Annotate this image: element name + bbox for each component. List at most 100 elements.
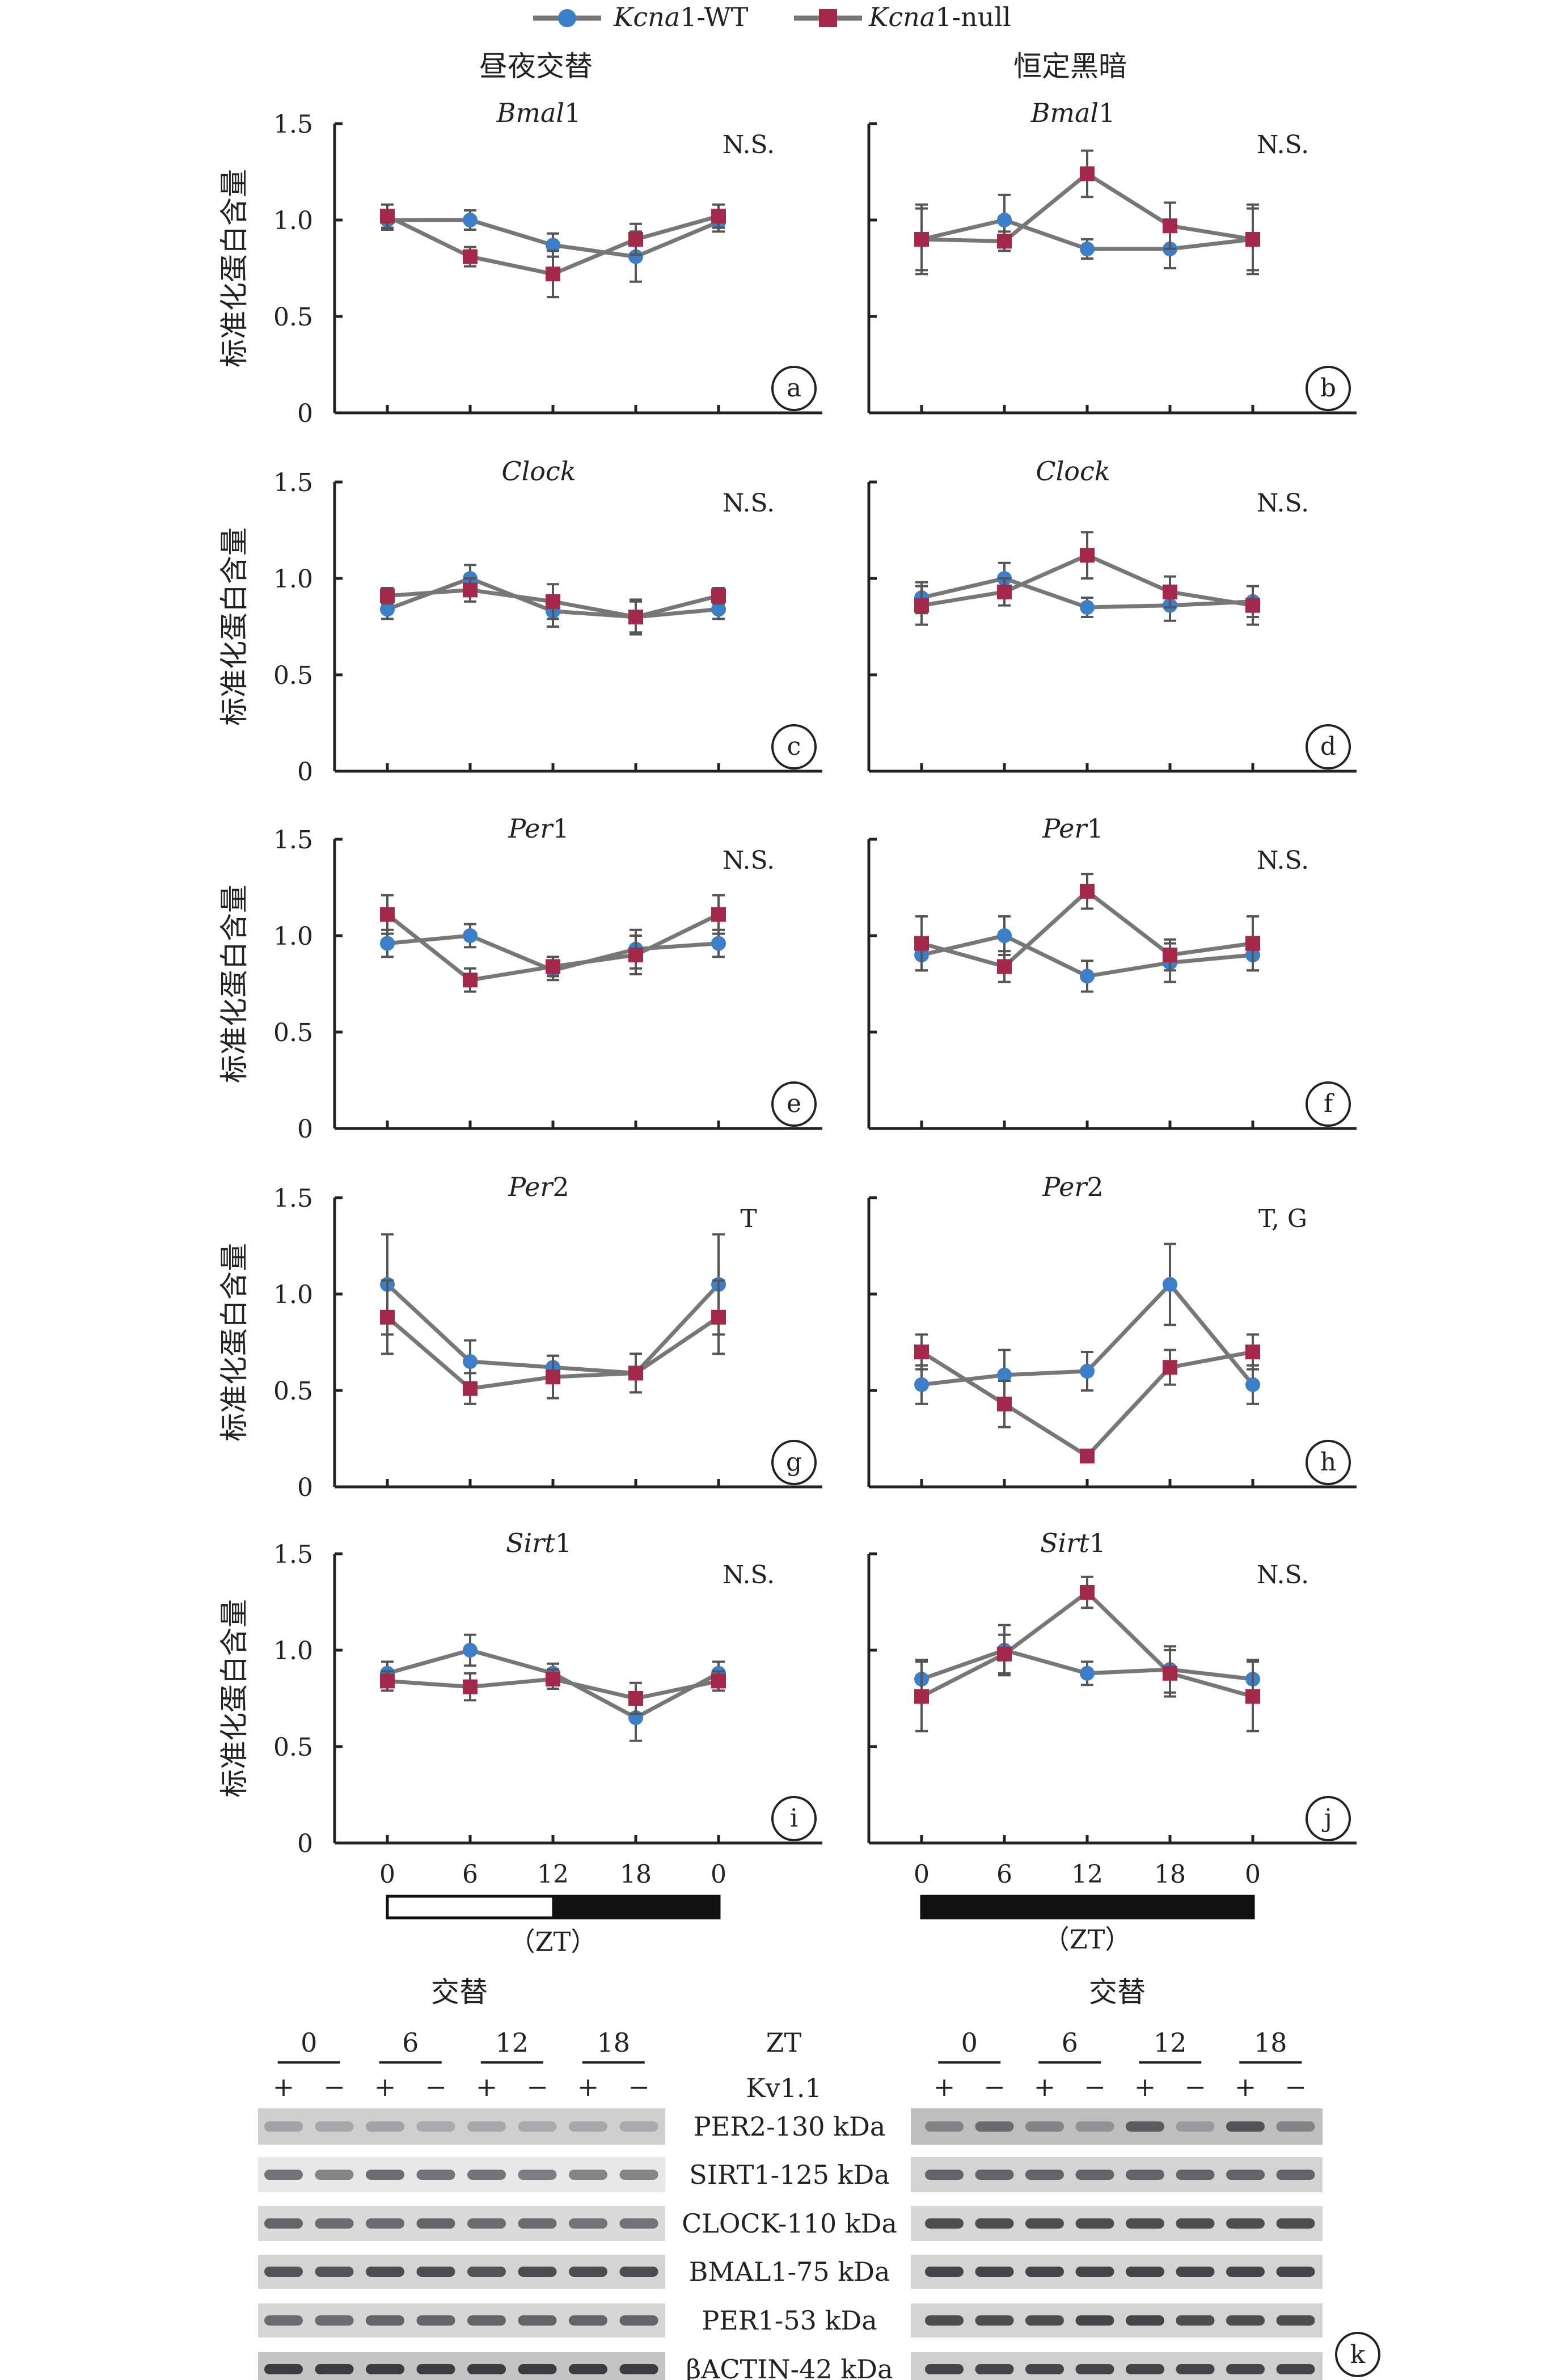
y-tick-label: 0 xyxy=(297,1829,313,1858)
blot-band xyxy=(467,2315,506,2326)
blot-band xyxy=(366,2267,404,2277)
blot-band xyxy=(518,2218,557,2229)
significance-label: N.S. xyxy=(1257,489,1309,518)
panel-b: Bmal1 N.S. b xyxy=(867,98,1357,415)
panel-letter: e xyxy=(787,1089,801,1118)
y-tick-label: 0 xyxy=(297,758,313,787)
panel-letter: k xyxy=(1350,2340,1366,2369)
data-point xyxy=(628,1366,643,1381)
dark-phase-bar xyxy=(552,1895,721,1920)
panel-g: 0 0.5 1.0 1.5 Per2 Tg 标准化蛋白含量 xyxy=(218,1172,822,1502)
panel-title: Per2 xyxy=(508,1172,569,1202)
panel-letter: f xyxy=(1324,1089,1334,1118)
kv-label: Kv1.1 xyxy=(746,2073,822,2103)
series-null xyxy=(380,1668,726,1715)
significance-label: N.S. xyxy=(723,130,775,159)
blot-band xyxy=(1126,2218,1164,2229)
blot-band xyxy=(569,2267,607,2277)
band-label: βACTIN-42 kDa xyxy=(686,2354,893,2380)
significance-label: T, G xyxy=(1258,1204,1307,1233)
data-point xyxy=(997,584,1012,599)
data-point xyxy=(914,598,929,613)
data-point xyxy=(1080,600,1095,615)
data-point xyxy=(997,1646,1012,1662)
blot-band xyxy=(1276,2315,1315,2326)
data-point xyxy=(1163,1665,1177,1681)
data-point xyxy=(1245,1377,1260,1392)
data-point xyxy=(711,602,726,617)
panel-letter-circle xyxy=(1306,1440,1351,1485)
band-label: PER1-53 kDa xyxy=(702,2305,877,2336)
blot-band xyxy=(467,2218,506,2229)
blot-band xyxy=(1176,2218,1215,2229)
blot-band xyxy=(925,2121,964,2132)
data-point xyxy=(1080,548,1095,563)
blot-band xyxy=(1025,2170,1064,2180)
blot-band xyxy=(1025,2121,1064,2132)
series-null xyxy=(914,873,1260,983)
legend-wt-label: Kcna1-WT xyxy=(613,2,749,32)
panel-letter: c xyxy=(787,732,801,761)
zt-group-label: 18 xyxy=(597,2027,630,2058)
blot-band xyxy=(264,2218,303,2229)
data-point xyxy=(1080,1364,1095,1379)
blot-band xyxy=(975,2364,1014,2374)
blot-band xyxy=(1075,2170,1114,2180)
kv-minus: − xyxy=(1184,2072,1206,2102)
data-point xyxy=(380,936,395,951)
kv-plus: + xyxy=(476,2072,498,2102)
data-point xyxy=(997,928,1012,943)
blot-band xyxy=(569,2315,607,2326)
kv-minus: − xyxy=(1084,2072,1106,2102)
y-tick-label: 1.5 xyxy=(273,110,313,139)
data-point xyxy=(914,936,929,951)
kv-plus: + xyxy=(273,2072,295,2102)
y-tick-label: 1.5 xyxy=(273,1184,313,1213)
x-tick-label: 18 xyxy=(1154,1860,1186,1889)
blot-band xyxy=(975,2267,1014,2277)
legend-null-marker xyxy=(819,9,837,27)
data-point xyxy=(1080,969,1095,984)
data-point xyxy=(546,267,560,282)
y-tick-label: 0.5 xyxy=(273,1377,313,1406)
data-point xyxy=(546,238,560,253)
data-point xyxy=(914,1689,929,1704)
blot-band xyxy=(1075,2121,1114,2132)
blot-band xyxy=(569,2218,607,2229)
data-point xyxy=(628,610,643,624)
zt-group-label: 18 xyxy=(1254,2027,1287,2058)
blot-band xyxy=(975,2315,1014,2326)
panel-title: Per1 xyxy=(1042,813,1103,844)
blot-band xyxy=(569,2364,607,2374)
data-point xyxy=(914,1345,929,1359)
zt-label: ZT xyxy=(766,2027,802,2058)
x-tick-label: 6 xyxy=(996,1860,1012,1889)
panel-j: Sirt1 N.S. j 0 6 12 18 0 xyxy=(867,1528,1357,1889)
blot-band xyxy=(569,2170,607,2180)
data-point xyxy=(1080,242,1095,256)
blot-band xyxy=(366,2170,404,2180)
blot-band xyxy=(315,2218,354,2229)
blot-band xyxy=(619,2364,658,2374)
series-null xyxy=(914,1333,1260,1464)
data-point xyxy=(1245,232,1260,247)
panel-letter-circle xyxy=(1306,724,1351,770)
kv-plus: + xyxy=(374,2072,396,2102)
y-tick-label: 1.5 xyxy=(273,826,313,855)
x-tick-label: 0 xyxy=(1245,1860,1261,1889)
panel-title: Sirt1 xyxy=(1040,1528,1106,1558)
series-null xyxy=(914,1575,1260,1732)
panel-h: Per2 T, G h xyxy=(867,1172,1357,1489)
blot-band xyxy=(1226,2121,1265,2132)
data-point xyxy=(380,1309,395,1325)
blot-band xyxy=(264,2170,303,2180)
series-wt xyxy=(914,1242,1260,1405)
blot-band xyxy=(925,2267,964,2277)
data-point xyxy=(1245,936,1260,951)
significance-label: N.S. xyxy=(723,846,775,875)
blot-band xyxy=(315,2121,354,2132)
data-point xyxy=(628,948,643,962)
data-point xyxy=(997,959,1012,974)
